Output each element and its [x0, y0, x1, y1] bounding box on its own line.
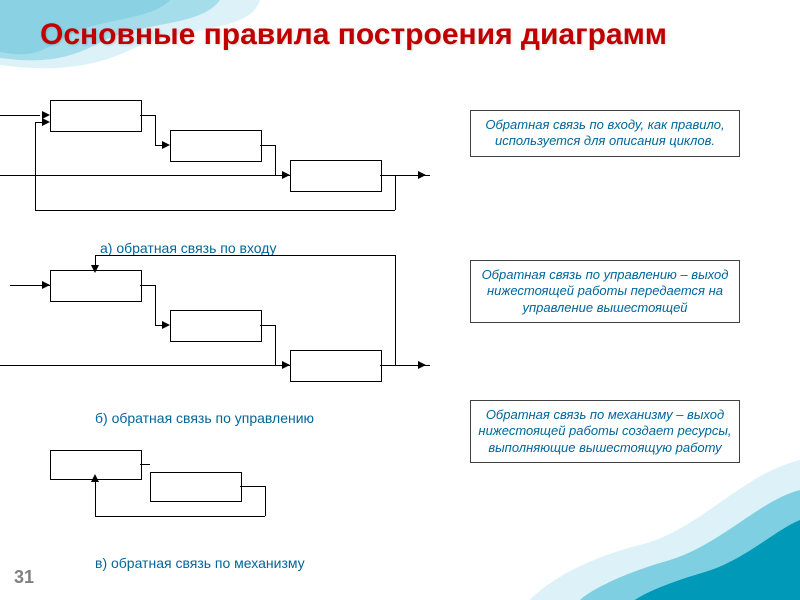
c-fb-arrow: [91, 474, 99, 482]
group-b: [0, 270, 430, 410]
page-number: 31: [14, 567, 34, 588]
caption-c: в) обратная связь по механизму: [95, 555, 305, 571]
group-c: [0, 450, 430, 540]
b-out-arrow: [418, 361, 426, 369]
b-fb2: [95, 255, 395, 256]
a-box3: [290, 160, 382, 192]
a-c12arr: [162, 141, 170, 149]
b-c12a: [140, 285, 155, 286]
a-box1: [50, 100, 142, 132]
b-c23b: [275, 325, 276, 365]
caption-a: а) обратная связь по входу: [100, 240, 276, 256]
a-fb-arrow: [42, 118, 50, 126]
b-c12arr: [162, 321, 170, 329]
diagram-area: а) обратная связь по входу: [0, 100, 430, 570]
page-title: Основные правила построения диаграмм: [40, 18, 667, 53]
c-box2: [150, 472, 242, 502]
a-c12a: [140, 115, 155, 116]
c-fb2: [95, 516, 265, 517]
a-fb3: [35, 122, 36, 210]
a-in-line: [0, 115, 40, 116]
note-b: Обратная связь по управлению – выход ниж…: [470, 260, 740, 323]
b-in-arrow: [42, 281, 50, 289]
a-box2: [170, 130, 262, 162]
c-fb-out: [240, 486, 265, 487]
note-a: Обратная связь по входу, как правило, ис…: [470, 110, 740, 157]
a-fb2: [35, 210, 395, 211]
a-fb1: [395, 175, 396, 210]
note-c: Обратная связь по механизму – выход ниже…: [470, 400, 740, 463]
c-fb1: [265, 486, 266, 516]
a-c12b: [155, 115, 156, 145]
b-box1: [50, 270, 142, 302]
c-fb3: [95, 480, 96, 516]
b-out: [380, 365, 420, 366]
a-c23b: [275, 145, 276, 175]
caption-b: б) обратная связь по управлению: [95, 410, 314, 426]
slide: Основные правила построения диаграмм: [0, 0, 800, 600]
group-a: [0, 100, 430, 220]
b-box2: [170, 310, 262, 342]
b-c23a: [260, 325, 275, 326]
a-c23arr: [282, 171, 290, 179]
a-out: [380, 175, 420, 176]
b-fb1: [395, 255, 396, 365]
a-c23a: [260, 145, 275, 146]
b-c23arr: [282, 361, 290, 369]
b-c12b: [155, 285, 156, 325]
b-box3: [290, 350, 382, 382]
c-c12: [140, 464, 150, 465]
b-fb-arrow: [91, 265, 99, 273]
a-out-arrow: [418, 171, 426, 179]
